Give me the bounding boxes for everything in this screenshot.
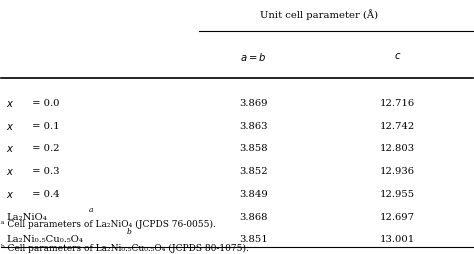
Text: 3.851: 3.851 [239, 234, 268, 243]
Text: $c$: $c$ [393, 51, 401, 60]
Text: 12.742: 12.742 [380, 121, 415, 130]
Text: 3.863: 3.863 [239, 121, 268, 130]
Text: $x$: $x$ [6, 166, 14, 177]
Text: = 0.3: = 0.3 [29, 166, 59, 176]
Text: La₂NiO₄: La₂NiO₄ [6, 212, 47, 221]
Text: ᵇ Cell parameters of La₂Ni₀.₅Cu₀.₅O₄ (JCPDS 80-1075).: ᵇ Cell parameters of La₂Ni₀.₅Cu₀.₅O₄ (JC… [1, 243, 249, 252]
Text: 3.868: 3.868 [239, 212, 268, 221]
Text: = 0.0: = 0.0 [29, 99, 59, 107]
Text: 3.858: 3.858 [239, 144, 268, 153]
Text: 12.716: 12.716 [380, 99, 415, 107]
Text: $a = b$: $a = b$ [240, 51, 267, 62]
Text: $x$: $x$ [6, 99, 14, 108]
Text: 3.849: 3.849 [239, 189, 268, 198]
Text: = 0.2: = 0.2 [29, 144, 59, 153]
Text: 3.869: 3.869 [239, 99, 268, 107]
Text: 12.955: 12.955 [380, 189, 415, 198]
Text: 13.001: 13.001 [380, 234, 415, 243]
Text: 3.852: 3.852 [239, 166, 268, 176]
Text: 12.803: 12.803 [380, 144, 415, 153]
Text: Unit cell parameter (Å): Unit cell parameter (Å) [260, 9, 379, 20]
Text: $x$: $x$ [6, 189, 14, 199]
Text: b: b [126, 228, 131, 235]
Text: $x$: $x$ [6, 121, 14, 131]
Text: = 0.1: = 0.1 [29, 121, 59, 130]
Text: ᵃ Cell parameters of La₂NiO₄ (JCPDS 76-0055).: ᵃ Cell parameters of La₂NiO₄ (JCPDS 76-0… [1, 219, 216, 228]
Text: 12.697: 12.697 [380, 212, 415, 221]
Text: a: a [89, 205, 93, 213]
Text: 12.936: 12.936 [380, 166, 415, 176]
Text: = 0.4: = 0.4 [29, 189, 59, 198]
Text: La₂Ni₀.₅Cu₀.₅O₄: La₂Ni₀.₅Cu₀.₅O₄ [6, 234, 83, 243]
Text: $x$: $x$ [6, 144, 14, 154]
